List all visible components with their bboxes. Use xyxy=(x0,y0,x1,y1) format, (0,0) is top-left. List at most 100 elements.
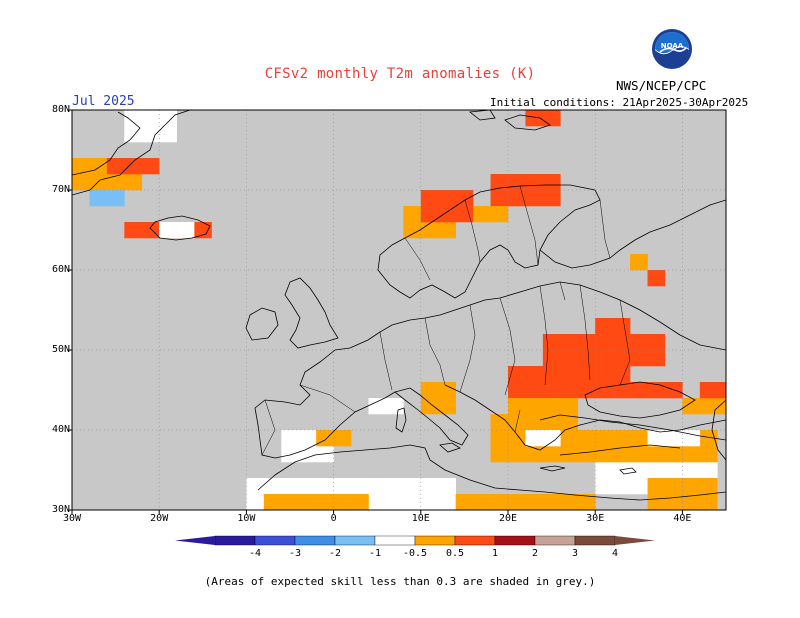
neutral-cell xyxy=(525,430,544,447)
warm-cell xyxy=(263,494,282,510)
warm-cell xyxy=(420,382,439,399)
warm-strong-cell xyxy=(542,382,561,399)
warm-strong-cell xyxy=(420,206,439,223)
neutral-cell xyxy=(368,398,387,415)
warm-cell xyxy=(612,430,631,447)
neutral-cell xyxy=(385,398,404,415)
neutral-cell xyxy=(298,478,317,495)
neutral-cell xyxy=(542,430,561,447)
coastline-iceland xyxy=(149,215,211,241)
warm-cell xyxy=(420,222,439,239)
y-tick-label: 60N xyxy=(51,264,70,275)
warm-cell xyxy=(508,430,526,447)
coastline-caspian xyxy=(711,399,726,461)
warm-cell xyxy=(281,494,300,510)
neutral-cell xyxy=(385,494,404,510)
neutral-cell xyxy=(281,478,300,495)
warm-cell xyxy=(473,494,491,510)
noaa-logo-text: NOAA xyxy=(661,42,684,50)
coastline-great-britain xyxy=(284,277,339,349)
warm-cell xyxy=(630,446,648,463)
x-tick-label: 20E xyxy=(498,513,518,524)
x-tick-label: 40E xyxy=(673,513,692,524)
y-tick-label: 40N xyxy=(51,424,70,435)
x-tick-label: 30W xyxy=(62,513,82,524)
warm-strong-cell xyxy=(141,222,160,239)
warm-cell xyxy=(316,494,334,510)
warm-cell xyxy=(72,174,90,191)
coastline-finland-russia xyxy=(539,199,726,269)
warm-strong-cell xyxy=(490,190,509,207)
warm-strong-cell xyxy=(647,334,666,351)
warm-cell xyxy=(420,398,439,415)
warm-strong-cell xyxy=(560,350,579,367)
warm-cell xyxy=(438,398,456,415)
neutral-cell xyxy=(159,222,177,239)
colorbar-segment xyxy=(494,535,536,546)
neutral-cell xyxy=(664,430,683,447)
skill-note: (Areas of expected skill less than 0.3 a… xyxy=(204,575,596,588)
warm-strong-cell xyxy=(525,382,544,399)
warm-strong-cell xyxy=(438,190,456,207)
neutral-cell xyxy=(647,430,666,447)
neutral-cell xyxy=(385,478,404,495)
map-title: CFSv2 monthly T2m anomalies (K) xyxy=(264,66,536,82)
warm-strong-cell xyxy=(560,334,579,351)
cool-cell xyxy=(106,190,125,207)
warm-strong-cell xyxy=(124,222,143,239)
warm-cell xyxy=(595,446,613,463)
colorbar-segment xyxy=(214,535,256,546)
warm-cell xyxy=(664,446,683,463)
neutral-cell xyxy=(159,126,177,143)
warm-cell xyxy=(630,254,648,271)
neutral-cell xyxy=(316,478,334,495)
colorbar-label: 1 xyxy=(491,548,499,559)
coastline-balkans xyxy=(444,384,726,451)
warm-strong-cell xyxy=(542,174,561,191)
warm-cell xyxy=(630,430,648,447)
warm-cell xyxy=(542,398,561,415)
neutral-cell xyxy=(246,478,265,495)
warm-cell xyxy=(316,430,334,447)
warm-cell xyxy=(490,414,509,431)
neutral-cell xyxy=(438,494,456,510)
warm-strong-cell xyxy=(508,174,526,191)
warm-cell xyxy=(124,174,143,191)
warm-cell xyxy=(612,446,631,463)
warm-strong-cell xyxy=(577,382,596,399)
neutral-cell xyxy=(664,462,683,479)
neutral-cell xyxy=(281,430,300,447)
warm-cell xyxy=(525,446,544,463)
warm-cell xyxy=(438,382,456,399)
warm-strong-cell xyxy=(612,318,631,335)
warm-cell xyxy=(333,494,352,510)
warm-strong-cell xyxy=(542,366,561,383)
warm-cell xyxy=(542,446,561,463)
neutral-cell xyxy=(368,478,387,495)
warm-cell xyxy=(106,174,125,191)
warm-strong-cell xyxy=(106,158,125,175)
warm-strong-cell xyxy=(508,366,526,383)
warm-strong-cell xyxy=(577,366,596,383)
warm-cell xyxy=(682,478,701,495)
neutral-cell xyxy=(403,494,422,510)
warm-cell xyxy=(560,494,579,510)
warm-cell xyxy=(72,158,90,175)
colorbar-segment xyxy=(374,535,416,546)
colorbar-label: 3 xyxy=(571,548,579,559)
warm-cell xyxy=(595,430,613,447)
coastline-north-africa xyxy=(257,444,726,501)
neutral-cell xyxy=(682,430,701,447)
y-tick-label: 70N xyxy=(51,184,70,195)
warm-strong-cell xyxy=(630,382,648,399)
warm-strong-cell xyxy=(420,190,439,207)
warm-cell xyxy=(664,478,683,495)
neutral-cell xyxy=(420,478,439,495)
warm-cell xyxy=(577,446,596,463)
warm-cell xyxy=(525,398,544,415)
warm-strong-cell xyxy=(194,222,212,239)
warm-cell xyxy=(577,494,596,510)
y-tick-label: 80N xyxy=(51,104,70,115)
colorbar-segment xyxy=(254,535,296,546)
